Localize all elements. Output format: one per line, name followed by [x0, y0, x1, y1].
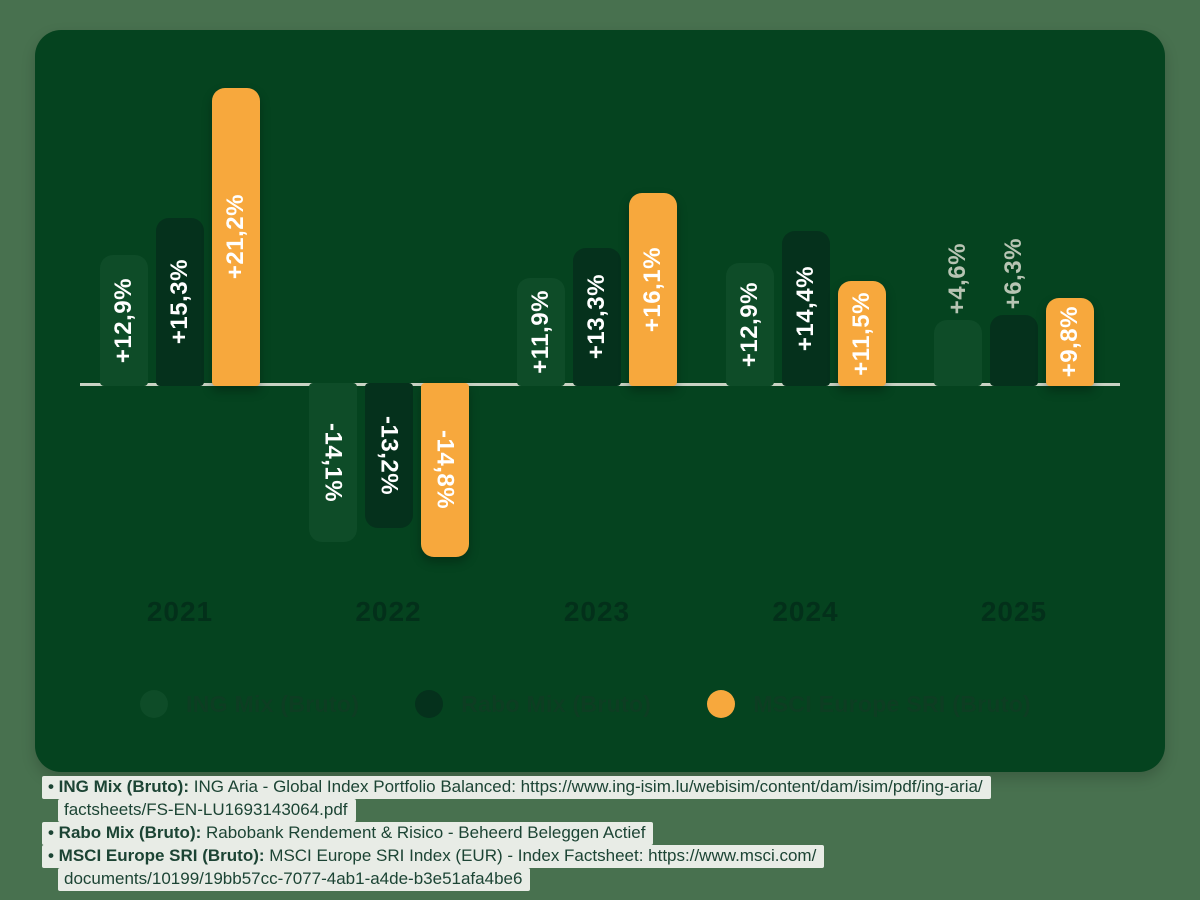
- bar-ing-mix-bruto-2022: -14,1%: [308, 383, 357, 542]
- bar-value-label: +14,4%: [791, 265, 819, 352]
- bar-value-label: +11,5%: [847, 291, 875, 376]
- bar-ing-mix-bruto-2025: [934, 320, 982, 386]
- footnotes: • ING Mix (Bruto): ING Aria - Global Ind…: [42, 776, 991, 891]
- bar-msci-europe-sri-bruto-2023: +16,1%: [629, 193, 677, 386]
- bar-value-label: -14,1%: [319, 422, 347, 503]
- bar-rabo-mix-bruto-2024: +14,4%: [781, 231, 830, 386]
- footnote-source-name: • MSCI Europe SRI (Bruto):: [48, 846, 270, 865]
- bar-msci-europe-sri-bruto-2022: -14,8%: [420, 383, 469, 557]
- footnote-line-continued: documents/10199/19bb57cc-7077-4ab1-a4de-…: [58, 868, 991, 891]
- footnote-text: factsheets/FS-EN-LU1693143064.pdf: [58, 799, 356, 822]
- footnote-line: • MSCI Europe SRI (Bruto): MSCI Europe S…: [42, 845, 991, 868]
- legend-label: MSCI Europe SRI (Bruto): [753, 690, 1031, 717]
- axis-label-2022: 2022: [355, 596, 422, 627]
- bar-ing-mix-bruto-2024: +12,9%: [725, 263, 774, 386]
- bar-value-label-outside: +4,6%: [934, 226, 982, 314]
- bar-value-label: +21,2%: [222, 194, 249, 280]
- bar-value-label: +16,1%: [639, 246, 666, 333]
- bar-value-label: +13,3%: [583, 274, 610, 360]
- chart-legend: ING Mix (Bruto) Rabo Mix (Bruto) MSCI Euro…: [140, 690, 1031, 718]
- chart-card: 2021 2022 2023 2024 2025 +12,9% -14,1% +11,9% +…: [35, 30, 1165, 772]
- legend-label: Rabo Mix (Bruto): [461, 690, 652, 717]
- footnote-text: ING Aria - Global Index Portfolio Balanc…: [193, 777, 983, 796]
- bar-ing-mix-bruto-2021: +12,9%: [100, 255, 148, 386]
- footnote-line: • ING Mix (Bruto): ING Aria - Global Ind…: [42, 776, 991, 799]
- bar-msci-europe-sri-bruto-2021: +21,2%: [212, 88, 260, 386]
- footnote-line-continued: factsheets/FS-EN-LU1693143064.pdf: [58, 799, 991, 822]
- axis-label-2023: 2023: [563, 596, 631, 627]
- bar-value-label: -14,8%: [431, 430, 459, 510]
- legend-swatch-ing-mix-bruto: [140, 690, 168, 718]
- footnote-source-name: • ING Mix (Bruto):: [48, 777, 194, 796]
- bar-value-label: +12,9%: [735, 281, 763, 368]
- footnote-text: Rabobank Rendement & Risico - Beheerd Be…: [206, 823, 646, 842]
- bar-ing-mix-bruto-2023: +11,9%: [517, 278, 565, 386]
- bar-value-label: -13,2%: [375, 415, 403, 496]
- bar-msci-europe-sri-bruto-2025: +9,8%: [1046, 298, 1094, 386]
- bar-value-label: +4,6%: [944, 242, 971, 314]
- legend-label: ING Mix (Bruto): [186, 690, 360, 717]
- footnote-text: MSCI Europe SRI Index (EUR) - Index Fact…: [269, 846, 817, 865]
- footnote-text: documents/10199/19bb57cc-7077-4ab1-a4de-…: [58, 868, 531, 891]
- footnote-line: • Rabo Mix (Bruto): Rabobank Rendement &…: [42, 822, 991, 845]
- bar-rabo-mix-bruto-2021: +15,3%: [156, 218, 204, 386]
- axis-label-2021: 2021: [146, 596, 214, 627]
- bar-rabo-mix-bruto-2025: [990, 315, 1038, 386]
- legend-swatch-msci-europe-sri-bruto: [707, 690, 736, 718]
- legend-item-ing-mix-bruto: ING Mix (Bruto): [140, 690, 359, 718]
- footnote-source-name: • Rabo Mix (Bruto):: [48, 823, 206, 842]
- axis-label-2025: 2025: [980, 596, 1048, 627]
- legend-swatch-rabo-mix-bruto: [415, 690, 444, 718]
- bar-value-label: +9,8%: [1056, 306, 1083, 378]
- legend-item-msci-europe-sri-bruto: MSCI Europe SRI (Bruto): [707, 690, 1031, 718]
- axis-label-2024: 2024: [772, 596, 839, 627]
- legend-item-rabo-mix-bruto: Rabo Mix (Bruto): [415, 690, 651, 718]
- bar-value-label: +11,9%: [527, 290, 554, 374]
- bar-rabo-mix-bruto-2022: -13,2%: [364, 383, 413, 528]
- bar-chart: 2021 2022 2023 2024 2025 +12,9% -14,1% +11,9% +…: [35, 30, 1165, 772]
- bar-msci-europe-sri-bruto-2024: +11,5%: [837, 281, 886, 386]
- bar-value-label: +12,9%: [110, 277, 137, 364]
- bar-value-label-outside: +6,3%: [990, 221, 1038, 309]
- bar-rabo-mix-bruto-2023: +13,3%: [573, 248, 621, 386]
- bar-value-label: +15,3%: [166, 259, 193, 345]
- bar-value-label: +6,3%: [1000, 237, 1027, 309]
